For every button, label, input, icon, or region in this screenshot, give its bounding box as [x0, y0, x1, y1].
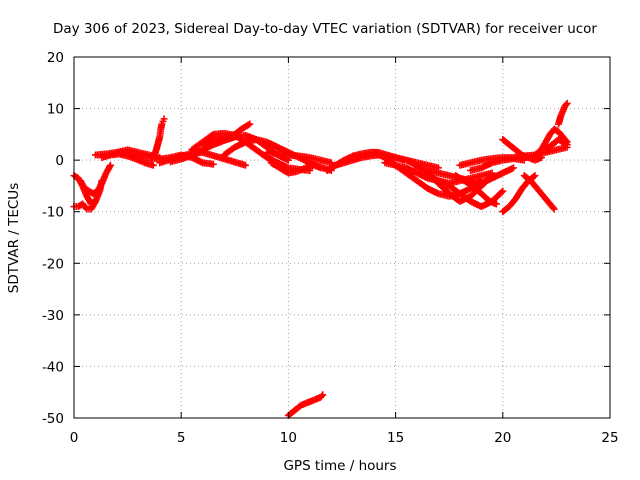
- x-axis-label: GPS time / hours: [283, 458, 396, 474]
- x-tick-label: 10: [280, 430, 297, 446]
- chart-title: Day 306 of 2023, Sidereal Day-to-day VTE…: [53, 21, 597, 37]
- series-track-28: [499, 136, 545, 164]
- y-tick-label: -10: [42, 205, 64, 221]
- y-tick-label: -50: [42, 411, 64, 427]
- y-tick-label: -40: [42, 359, 64, 375]
- series-track-07: [147, 115, 168, 162]
- series-trace: [543, 136, 570, 153]
- x-tick-label: 5: [177, 430, 186, 446]
- data-point: [563, 99, 571, 107]
- series-track-23: [452, 172, 500, 208]
- grid-layer: [74, 57, 610, 418]
- series-trace: [200, 121, 252, 148]
- series-trace: [532, 126, 570, 158]
- series-track-22: [424, 172, 507, 211]
- series-trace: [522, 173, 557, 212]
- series-track-05: [98, 150, 157, 169]
- series-trace: [453, 172, 499, 207]
- series-trace: [265, 149, 333, 166]
- y-tick-label: -30: [42, 308, 64, 324]
- series-track-03: [76, 161, 114, 198]
- series-track-26: [499, 172, 539, 216]
- y-tick-label: 10: [47, 102, 64, 118]
- x-tick-label: 25: [601, 430, 618, 446]
- series-track-14: [267, 159, 335, 177]
- plot-frame: [73, 56, 611, 419]
- data-point: [319, 391, 327, 399]
- series-track-30: [542, 136, 571, 154]
- series-trace: [269, 160, 334, 177]
- series-trace: [500, 137, 544, 163]
- series-track-15: [284, 391, 327, 419]
- series-trace: [77, 163, 114, 197]
- data-point: [160, 115, 168, 123]
- series-trace: [468, 155, 526, 174]
- series-track-13: [263, 148, 335, 167]
- y-tick-label: 0: [55, 153, 64, 169]
- y-tick-label: -20: [42, 256, 64, 272]
- x-tick-label: 0: [70, 430, 79, 446]
- y-tick-label: 20: [47, 50, 64, 66]
- series-trace: [555, 101, 570, 126]
- series-trace: [286, 392, 326, 418]
- series-track-27: [520, 172, 558, 213]
- data-layer: [70, 99, 571, 419]
- series-trace: [425, 172, 506, 210]
- series-track-31: [555, 99, 571, 128]
- x-tick-label: 15: [387, 430, 404, 446]
- series-trace: [148, 122, 166, 160]
- series-track-25: [467, 155, 528, 174]
- tick-layer: 0 5 10 15 20 25 -50 -40 -30 -20 -10 0 10 20: [42, 50, 619, 446]
- x-tick-label: 20: [494, 430, 511, 446]
- series-track-11: [199, 120, 254, 149]
- y-axis-label: SDTVAR / TECUs: [6, 183, 22, 293]
